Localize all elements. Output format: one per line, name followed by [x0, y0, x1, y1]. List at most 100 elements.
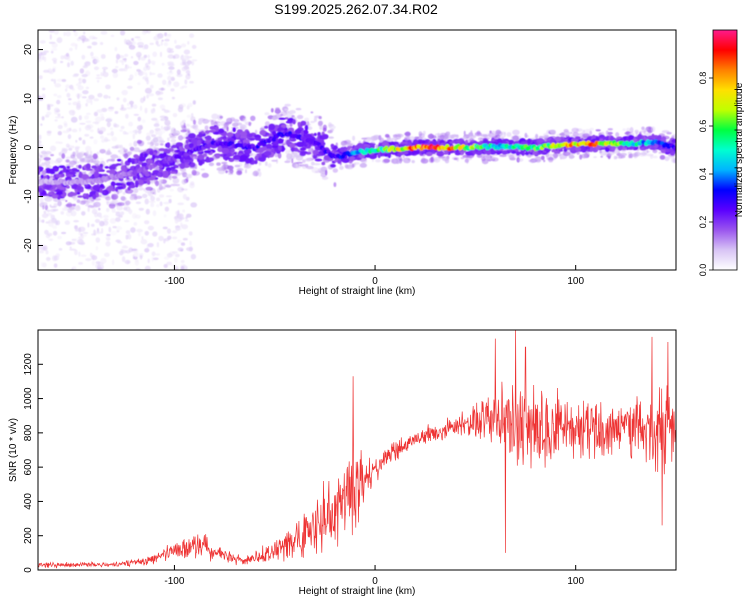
noise-speckle: [100, 135, 104, 140]
noise-speckle: [174, 39, 177, 44]
ridge-blob: [661, 147, 667, 150]
ridge-blob: [197, 133, 204, 138]
ridge-blob: [226, 132, 234, 137]
halo-blob: [629, 126, 634, 133]
halo-blob: [234, 164, 241, 168]
noise-speckle: [38, 162, 41, 166]
noise-speckle: [40, 261, 44, 268]
noise-speckle: [159, 194, 165, 198]
noise-speckle: [77, 100, 81, 104]
ridge-blob: [144, 173, 150, 177]
noise-speckle: [82, 90, 89, 95]
noise-speckle: [192, 100, 196, 105]
halo-blob: [322, 127, 327, 132]
noise-speckle: [111, 136, 118, 142]
halo-blob: [93, 201, 101, 208]
ridge-blob: [162, 152, 167, 158]
halo-blob: [132, 188, 139, 194]
noise-speckle: [126, 107, 133, 110]
noise-speckle: [128, 142, 133, 147]
noise-speckle: [63, 123, 68, 128]
noise-speckle: [134, 71, 138, 77]
ridge-blob: [38, 188, 43, 193]
noise-speckle: [158, 235, 164, 242]
noise-speckle: [116, 230, 120, 233]
ridge-blob: [48, 191, 53, 196]
noise-speckle: [78, 226, 86, 232]
noise-speckle: [115, 239, 121, 243]
halo-blob: [49, 175, 53, 179]
halo-blob: [170, 183, 177, 187]
ridge-blob: [349, 155, 355, 162]
noise-speckle: [119, 129, 123, 132]
halo-blob: [485, 154, 491, 160]
ridge-blob: [575, 136, 581, 140]
ridge-blob: [132, 174, 137, 181]
noise-speckle: [50, 50, 54, 54]
halo-blob: [411, 160, 415, 164]
noise-speckle: [79, 77, 84, 83]
snr-xtick-label: 0: [372, 576, 378, 587]
halo-blob: [533, 156, 537, 162]
noise-speckle: [187, 102, 193, 108]
halo-blob: [444, 134, 449, 140]
halo-blob: [225, 121, 232, 125]
ridge-blob: [110, 181, 116, 187]
halo-blob: [563, 132, 572, 136]
ridge-blob: [346, 146, 351, 151]
noise-speckle: [141, 30, 147, 35]
noise-speckle: [52, 66, 57, 72]
halo-blob: [284, 103, 292, 107]
ridge-blob: [289, 137, 293, 141]
noise-speckle: [95, 261, 101, 264]
noise-speckle: [54, 119, 58, 122]
noise-speckle: [180, 249, 184, 252]
noise-speckle: [70, 210, 77, 217]
halo-blob: [388, 138, 394, 142]
noise-speckle: [133, 113, 140, 116]
noise-speckle: [172, 55, 176, 59]
noise-speckle: [41, 213, 49, 218]
noise-speckle: [125, 230, 131, 235]
noise-speckle: [71, 145, 75, 149]
ridge-blob: [85, 193, 90, 200]
noise-speckle: [144, 248, 150, 253]
halo-blob: [107, 158, 115, 162]
noise-speckle: [159, 201, 163, 207]
noise-speckle: [111, 207, 116, 213]
noise-speckle: [180, 260, 185, 263]
noise-speckle: [121, 89, 128, 96]
noise-speckle: [69, 248, 76, 251]
halo-blob: [252, 170, 259, 177]
ridge-blob: [643, 144, 650, 150]
halo-blob: [122, 151, 125, 155]
halo-blob: [463, 136, 467, 140]
halo-blob: [295, 107, 302, 111]
ridge-blob: [221, 147, 230, 154]
noise-speckle: [112, 72, 119, 79]
halo-blob: [54, 159, 61, 164]
noise-speckle: [99, 126, 107, 133]
halo-blob: [589, 130, 593, 136]
ridge-blob: [233, 151, 238, 155]
halo-blob: [225, 170, 228, 174]
noise-speckle: [103, 94, 109, 99]
halo-blob: [42, 205, 45, 210]
halo-blob: [310, 120, 315, 124]
halo-blob: [378, 135, 382, 141]
noise-speckle: [63, 31, 66, 37]
noise-speckle: [166, 252, 173, 258]
noise-speckle: [129, 100, 134, 105]
noise-speckle: [127, 102, 130, 106]
noise-speckle: [151, 251, 156, 257]
spectrogram-frame: [37, 29, 677, 271]
halo-blob: [403, 157, 411, 164]
noise-speckle: [115, 211, 121, 214]
noise-speckle: [149, 60, 156, 64]
ridge-blob: [104, 166, 109, 169]
noise-speckle: [129, 130, 135, 134]
halo-blob: [434, 133, 442, 136]
halo-blob: [252, 152, 256, 158]
noise-speckle: [152, 231, 158, 237]
ridge-blob: [304, 124, 309, 131]
